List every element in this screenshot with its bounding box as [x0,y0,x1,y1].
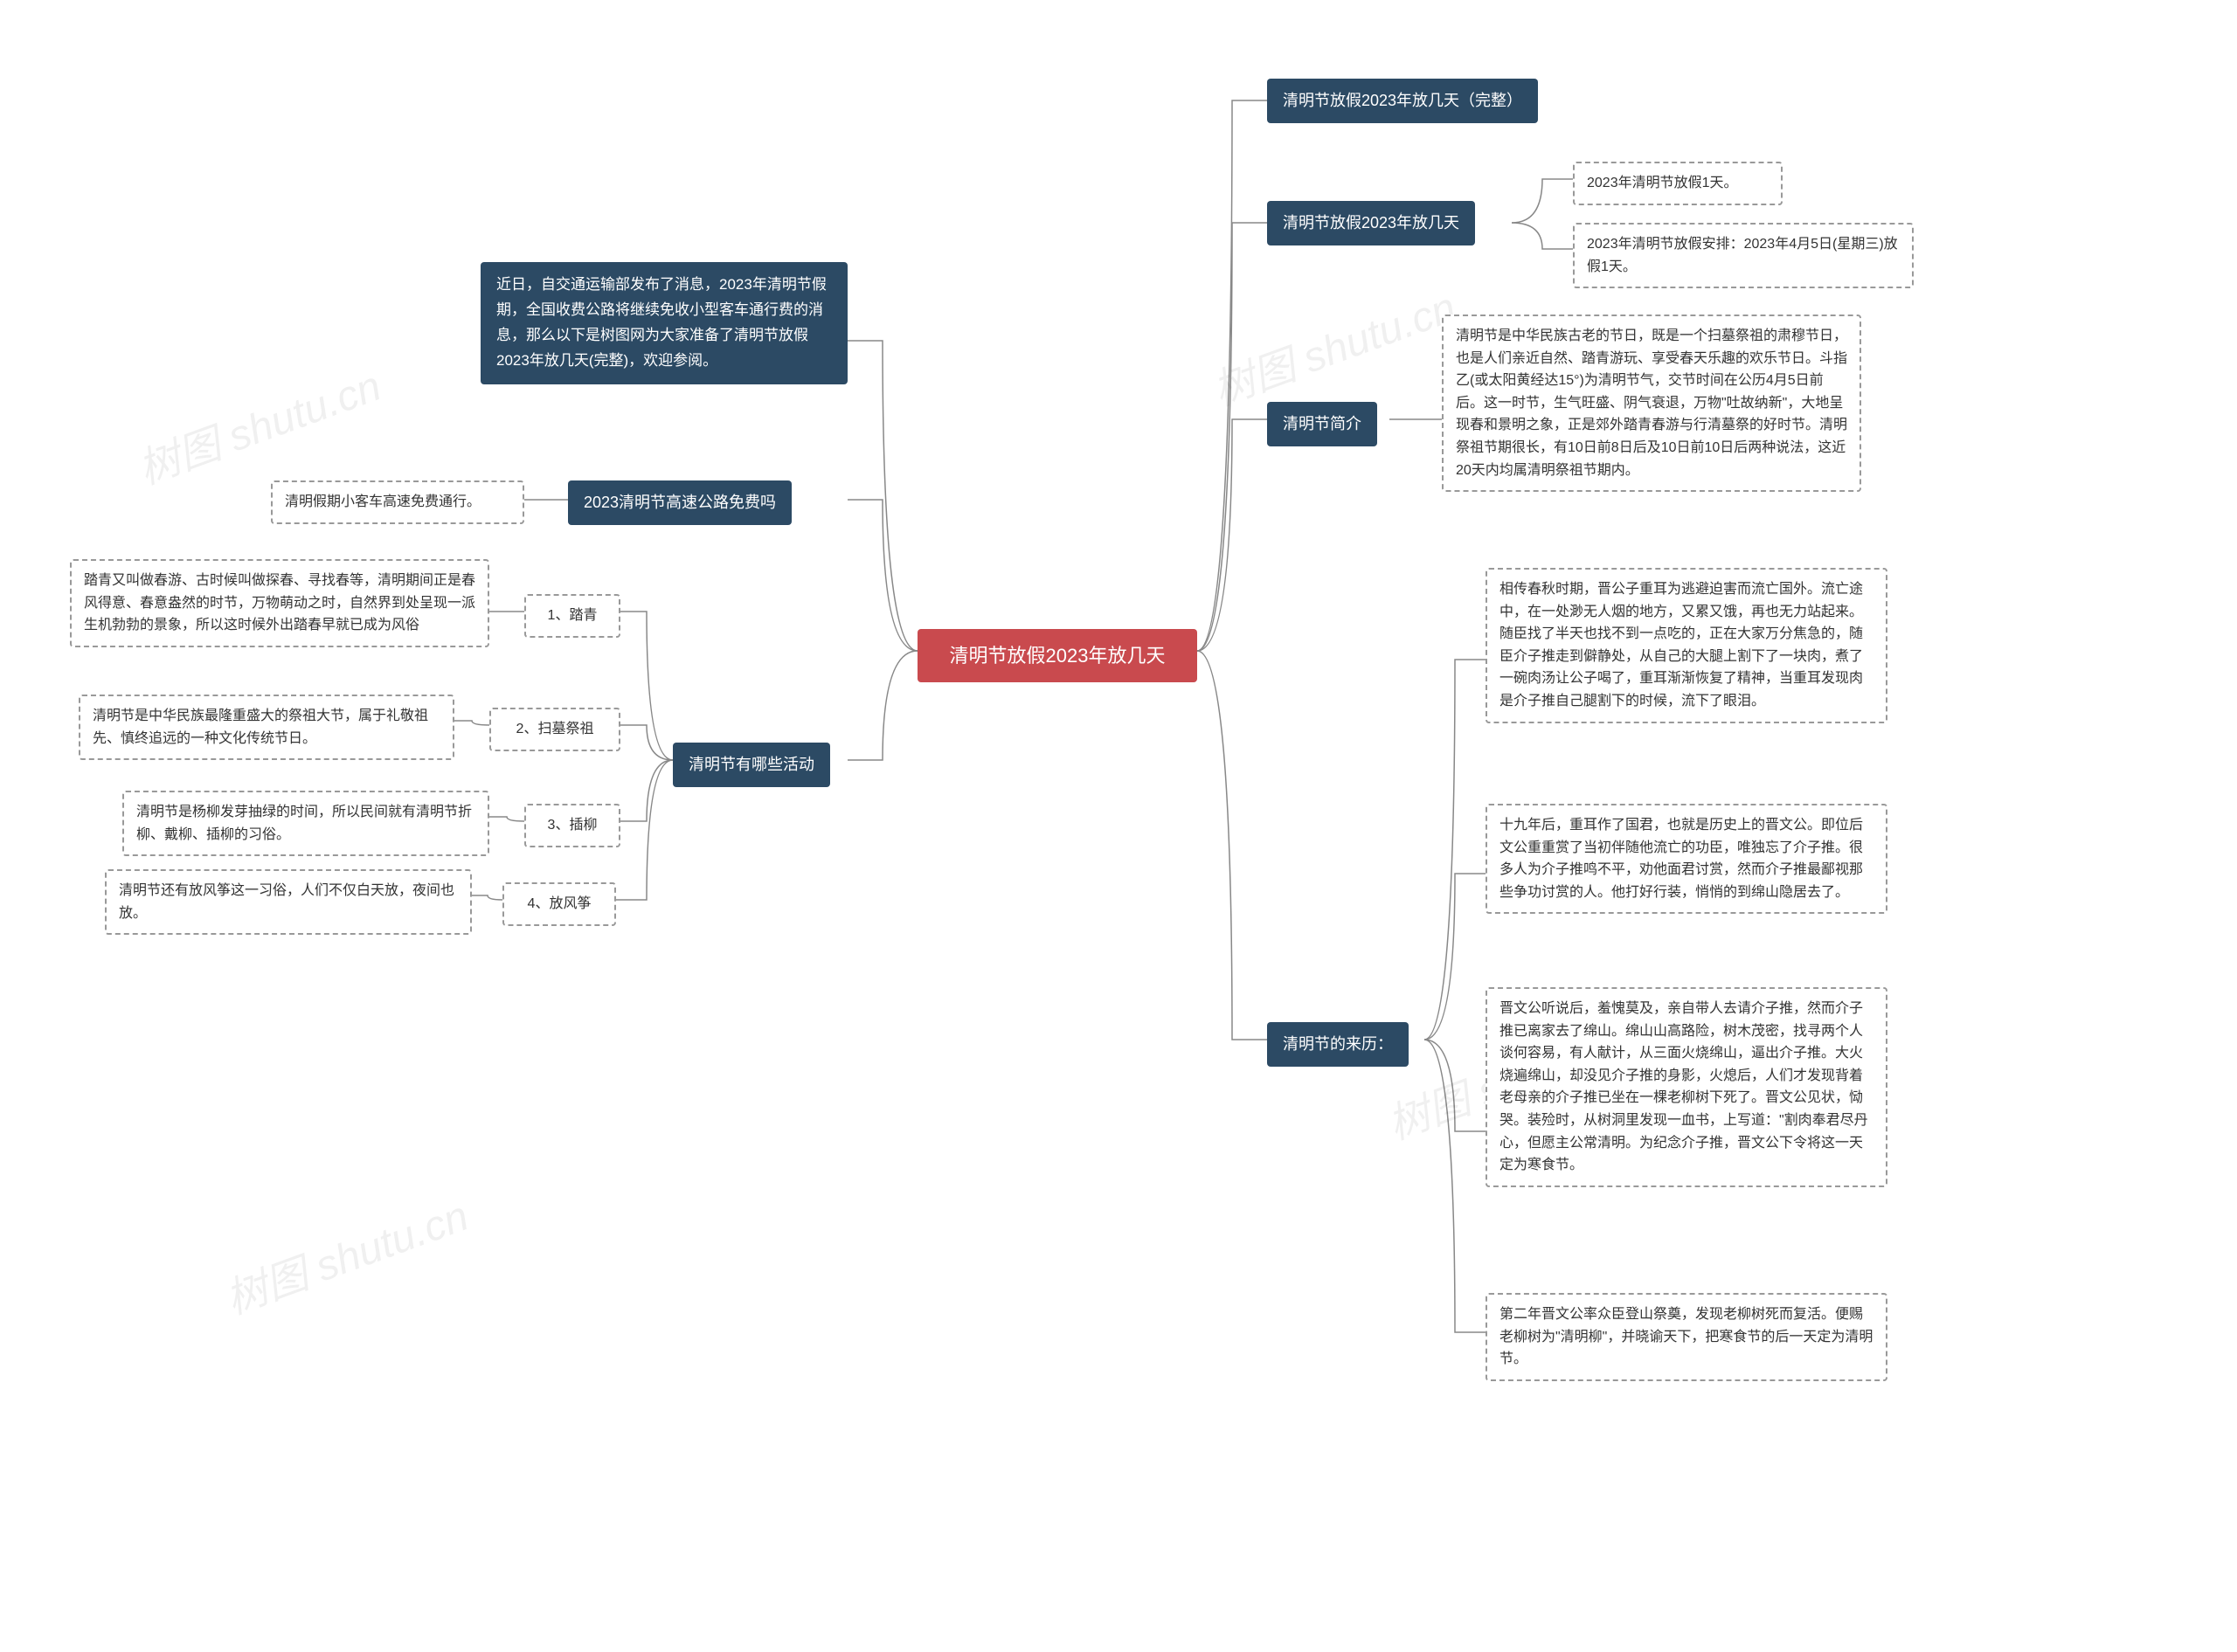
branch-right-2[interactable]: 清明节简介 [1267,402,1377,446]
watermark: 树图 shutu.cn [216,1181,475,1325]
leaf-right-1-0: 2023年清明节放假1天。 [1573,162,1783,205]
branch-right-3[interactable]: 清明节的来历： [1267,1022,1409,1067]
branch-right-0[interactable]: 清明节放假2023年放几天（完整） [1267,79,1538,123]
leaf-left-2-3-0: 清明节还有放风筝这一习俗，人们不仅白天放，夜间也放。 [105,869,472,935]
sub-left-2-3[interactable]: 4、放风筝 [502,882,616,926]
watermark: 树图 shutu.cn [1203,273,1463,417]
leaf-right-3-2: 晋文公听说后，羞愧莫及，亲自带人去请介子推，然而介子推已离家去了绵山。绵山山高路… [1486,987,1887,1187]
sub-left-2-0[interactable]: 1、踏青 [524,594,620,638]
sub-left-2-2[interactable]: 3、插柳 [524,804,620,847]
leaf-left-2-2-0: 清明节是杨柳发芽抽绿的时间，所以民间就有清明节折柳、戴柳、插柳的习俗。 [122,791,489,856]
leaf-right-3-1: 十九年后，重耳作了国君，也就是历史上的晋文公。即位后文公重重赏了当初伴随他流亡的… [1486,804,1887,914]
branch-left-1[interactable]: 2023清明节高速公路免费吗 [568,480,792,525]
leaf-left-intro: 近日，自交通运输部发布了消息，2023年清明节假期，全国收费公路将继续免收小型客… [481,262,848,384]
watermark: 树图 shutu.cn [128,351,388,495]
branch-left-2[interactable]: 清明节有哪些活动 [673,743,830,787]
sub-left-2-1[interactable]: 2、扫墓祭祖 [489,708,620,751]
leaf-right-3-3: 第二年晋文公率众臣登山祭奠，发现老柳树死而复活。便赐老柳树为"清明柳"，并晓谕天… [1486,1293,1887,1381]
leaf-left-2-0-0: 踏青又叫做春游、古时候叫做探春、寻找春等，清明期间正是春风得意、春意盎然的时节，… [70,559,489,647]
center-node[interactable]: 清明节放假2023年放几天 [918,629,1197,682]
leaf-left-2-1-0: 清明节是中华民族最隆重盛大的祭祖大节，属于礼敬祖先、慎终追远的一种文化传统节日。 [79,695,454,760]
leaf-right-3-0: 相传春秋时期，晋公子重耳为逃避迫害而流亡国外。流亡途中，在一处渺无人烟的地方，又… [1486,568,1887,723]
leaf-right-2-0: 清明节是中华民族古老的节日，既是一个扫墓祭祖的肃穆节日，也是人们亲近自然、踏青游… [1442,315,1861,492]
branch-right-1[interactable]: 清明节放假2023年放几天 [1267,201,1475,245]
leaf-left-1-0: 清明假期小客车高速免费通行。 [271,480,524,524]
leaf-right-1-1: 2023年清明节放假安排：2023年4月5日(星期三)放假1天。 [1573,223,1914,288]
